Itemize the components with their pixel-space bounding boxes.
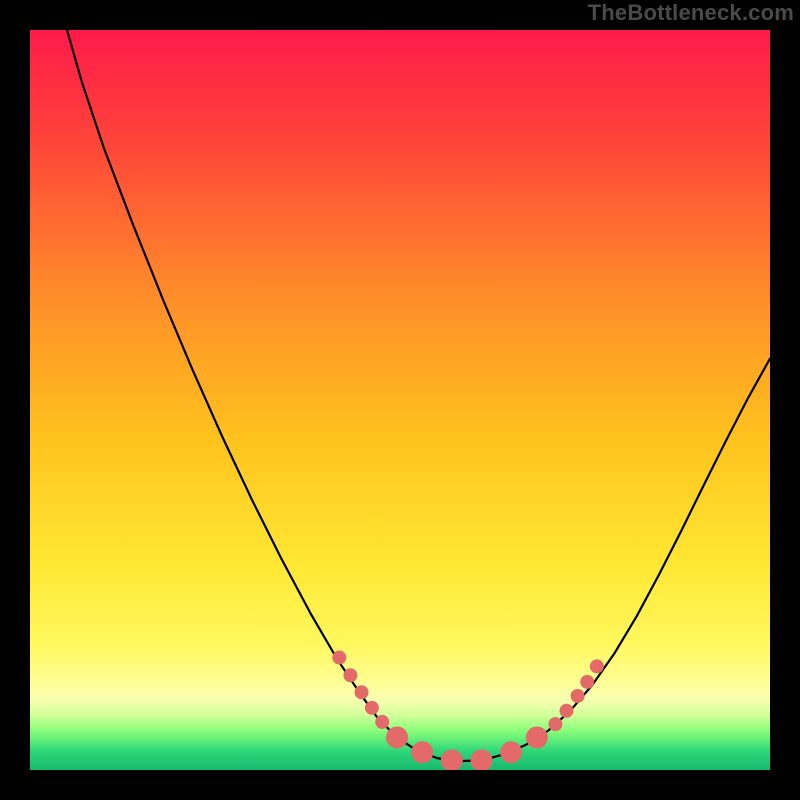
data-marker [548,717,562,731]
watermark-text: TheBottleneck.com [588,0,794,26]
data-marker [332,651,346,665]
plot-area [30,30,770,770]
data-marker [560,704,574,718]
data-marker [411,741,433,763]
data-marker [580,675,594,689]
chart-frame: TheBottleneck.com [0,0,800,800]
data-marker [590,659,604,673]
data-marker [343,668,357,682]
data-marker [500,741,522,763]
data-marker [526,726,548,748]
chart-svg [30,30,770,770]
data-marker [365,701,379,715]
data-marker [386,726,408,748]
data-marker [375,715,389,729]
data-marker [571,689,585,703]
gradient-background [30,30,770,770]
data-marker [355,685,369,699]
